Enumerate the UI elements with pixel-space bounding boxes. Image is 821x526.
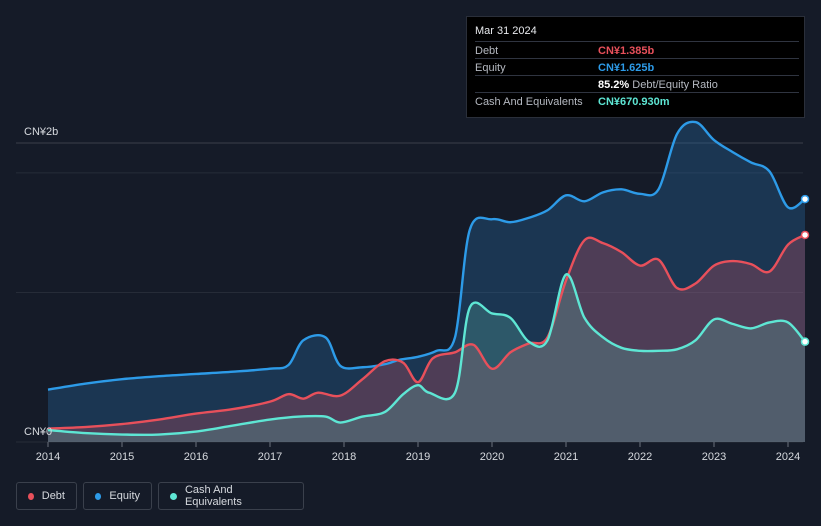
y-axis-bottom-label: CN¥0 <box>24 426 52 438</box>
debt-dot-icon <box>28 492 34 500</box>
legend-debt-label: Debt <box>41 490 65 502</box>
tooltip-debt-value: CN¥1.385b <box>598 45 655 57</box>
debt-endpoint <box>800 230 810 240</box>
tooltip-date: Mar 31 2024 <box>475 25 537 37</box>
x-tick-label: 2015 <box>110 451 134 463</box>
x-tick-label: 2020 <box>480 451 504 463</box>
cash-and-equivalents-area <box>48 274 806 442</box>
cash-and-equivalents-line <box>47 273 806 437</box>
tooltip-row-equity: Equity CN¥1.625b <box>475 58 799 76</box>
series-lines <box>47 120 806 437</box>
tooltip-equity-value: CN¥1.625b <box>598 62 655 74</box>
legend-cash-label: Cash And Equivalents <box>184 484 242 508</box>
tooltip-equity-label: Equity <box>475 62 506 74</box>
x-axis-ticks: 2014 2015 2016 2017 2018 2019 2020 2021 2022 2023… <box>36 442 800 463</box>
equity-area <box>48 121 806 442</box>
cash-dot-icon <box>170 492 177 500</box>
x-tick-label: 2023 <box>702 451 726 463</box>
data-tooltip: Mar 31 2024 Debt CN¥1.385b Equity CN¥1.6… <box>466 16 805 118</box>
legend-item-debt[interactable]: Debt <box>16 482 77 510</box>
tooltip-row-cash: Cash And Equivalents CN¥670.930m <box>475 92 799 110</box>
legend-item-equity[interactable]: Equity <box>83 482 152 510</box>
tooltip-ratio-label: Debt/Equity Ratio <box>632 79 718 91</box>
x-tick-label: 2021 <box>554 451 578 463</box>
tooltip-ratio-value: 85.2% <box>598 79 630 91</box>
tooltip-debt-label: Debt <box>475 45 499 57</box>
tooltip-cash-value: CN¥670.930m <box>598 96 670 108</box>
debt-line <box>47 233 806 430</box>
x-tick-label: 2019 <box>406 451 430 463</box>
legend-equity-label: Equity <box>109 490 140 502</box>
series-areas <box>48 121 806 442</box>
equity-dot-icon <box>95 492 102 500</box>
legend-item-cash[interactable]: Cash And Equivalents <box>158 482 304 510</box>
x-tick-label: 2014 <box>36 451 60 463</box>
x-tick-label: 2018 <box>332 451 356 463</box>
tooltip-row-debt: Debt CN¥1.385b <box>475 41 799 59</box>
series-endpoints <box>800 194 810 346</box>
cash-and-equivalents-endpoint <box>800 337 810 346</box>
x-tick-label: 2017 <box>258 451 282 463</box>
equity-endpoint <box>800 194 810 204</box>
tooltip-row-ratio: 85.2% Debt/Equity Ratio <box>475 75 799 93</box>
debt-area <box>48 234 806 442</box>
gridlines <box>16 142 803 443</box>
y-axis-top-label: CN¥2b <box>24 126 58 138</box>
x-tick-label: 2024 <box>776 451 800 463</box>
tooltip-ratio: 85.2% Debt/Equity Ratio <box>598 79 718 91</box>
equity-line <box>47 120 806 391</box>
x-tick-label: 2022 <box>628 451 652 463</box>
x-tick-label: 2016 <box>184 451 208 463</box>
tooltip-cash-label: Cash And Equivalents <box>475 96 583 108</box>
